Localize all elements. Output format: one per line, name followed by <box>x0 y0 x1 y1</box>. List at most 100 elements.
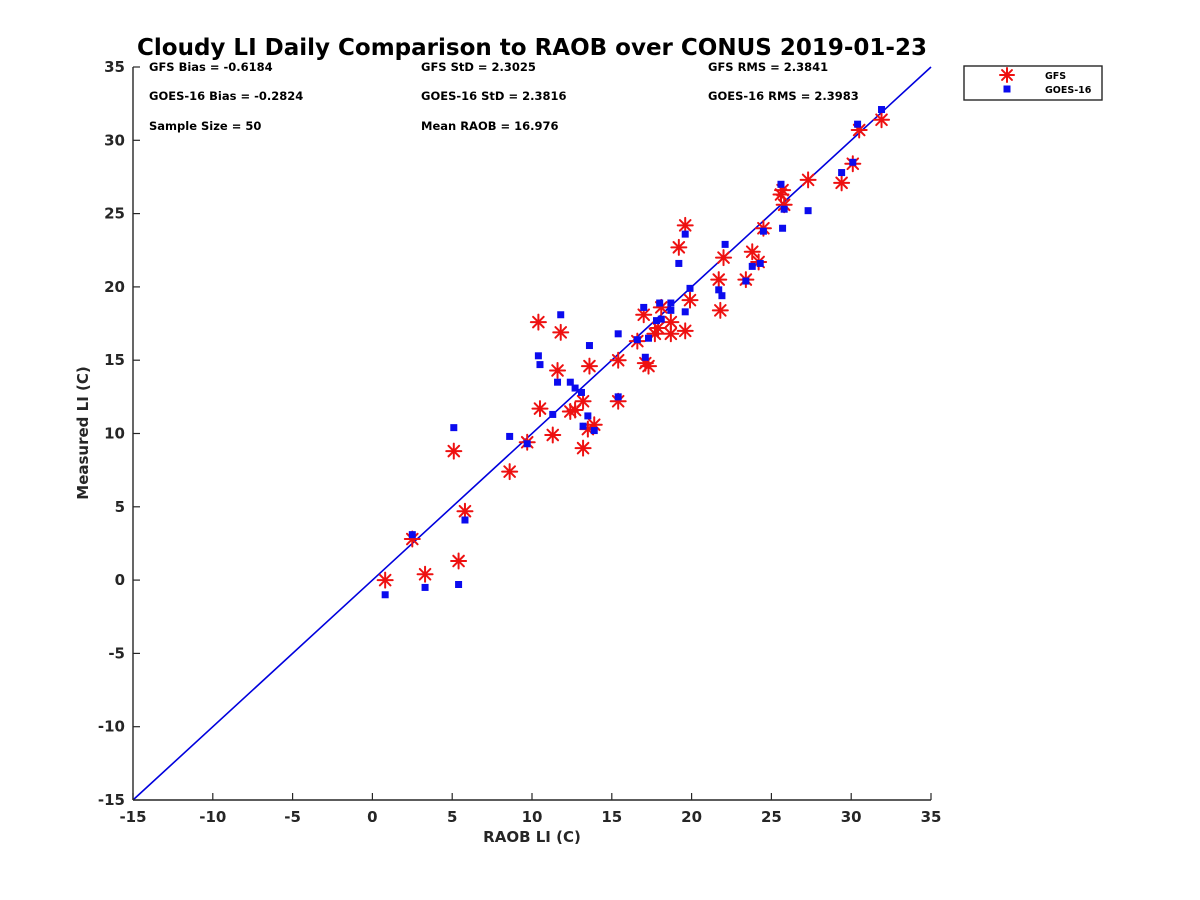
goes16-point <box>878 106 886 114</box>
goes16-point <box>777 180 785 188</box>
goes16-point <box>657 315 665 323</box>
goes16-point <box>656 299 664 307</box>
goes16-point <box>804 207 812 215</box>
y-axis-label: Measured LI (C) <box>74 366 92 499</box>
gfs-point <box>450 552 468 570</box>
goes16-point <box>759 227 767 235</box>
goes16-point <box>667 306 675 314</box>
gfs-point <box>799 171 817 189</box>
goes16-point <box>640 303 648 311</box>
legend-gfs-label: GFS <box>1045 71 1066 82</box>
goes16-series <box>381 106 886 599</box>
goes16-point <box>681 308 689 316</box>
gfs-point <box>376 571 394 589</box>
goes16-point <box>461 516 469 524</box>
goes16-point <box>566 378 574 386</box>
legend-box <box>963 65 1103 101</box>
goes16-point <box>675 259 683 267</box>
gfs-point <box>681 291 699 309</box>
x-tick-label: -10 <box>199 808 226 826</box>
y-tick-label: 20 <box>104 278 125 296</box>
goes16-point <box>681 230 689 238</box>
y-tick-label: -5 <box>108 644 125 662</box>
gfs-point <box>531 400 549 418</box>
goes16-point <box>715 286 723 294</box>
x-tick-label: 25 <box>761 808 782 826</box>
gfs-point <box>549 361 567 379</box>
gfs-series <box>376 111 891 589</box>
y-tick-label: 0 <box>115 571 125 589</box>
gfs-point <box>711 301 729 319</box>
x-axis-ticks: -15 -10 -5 0 5 10 15 20 25 30 35 <box>119 793 941 826</box>
goes16-point <box>652 317 660 325</box>
gfs-point <box>715 249 733 267</box>
goes16-point <box>645 334 653 342</box>
goes16-point <box>584 412 592 420</box>
goes16-point <box>577 388 585 396</box>
goes16-point <box>614 330 622 338</box>
y-tick-label: 30 <box>104 131 125 149</box>
goes16-point <box>523 440 531 448</box>
legend-goes16-marker <box>1003 85 1011 93</box>
goes16-point <box>554 378 562 386</box>
goes16-point <box>585 342 593 350</box>
gfs-point <box>662 325 680 343</box>
gfs-point <box>640 357 658 375</box>
gfs-point <box>501 463 519 481</box>
gfs-point <box>529 313 547 331</box>
goes16-point <box>557 311 565 319</box>
reference-line <box>132 66 932 801</box>
x-tick-label: 0 <box>367 808 377 826</box>
stat-label: GFS Bias = -0.6184 <box>149 60 273 74</box>
plot-area <box>132 66 932 801</box>
goes16-point <box>450 424 458 432</box>
x-tick-label: 30 <box>841 808 862 826</box>
goes16-point <box>506 432 514 440</box>
goes16-point <box>641 353 649 361</box>
statistics-annotations: GFS Bias = -0.6184 GFS StD = 2.3025 GFS RM… <box>149 60 859 133</box>
gfs-point <box>416 565 434 583</box>
legend: GFS GOES-16 <box>963 65 1103 101</box>
y-tick-label: 15 <box>104 351 125 369</box>
gfs-point <box>445 442 463 460</box>
x-tick-label: -15 <box>119 808 146 826</box>
goes16-point <box>571 384 579 392</box>
y-tick-label: -15 <box>98 791 125 809</box>
stat-label: GOES-16 Bias = -0.2824 <box>149 89 303 103</box>
chart-title: Cloudy LI Daily Comparison to RAOB over … <box>137 35 927 61</box>
y-axis-ticks: -15 -10 -5 0 5 10 15 20 25 30 35 <box>98 58 140 809</box>
goes16-point <box>536 361 544 369</box>
stat-label: GOES-16 StD = 2.3816 <box>421 89 566 103</box>
y-tick-label: 5 <box>115 498 125 516</box>
legend-gfs-marker <box>999 67 1015 83</box>
x-tick-label: -5 <box>284 808 301 826</box>
stat-label: GOES-16 RMS = 2.3983 <box>708 89 859 103</box>
goes16-point <box>579 422 587 430</box>
gfs-point <box>670 238 688 256</box>
stat-label: Mean RAOB = 16.976 <box>421 119 559 133</box>
goes16-point <box>756 259 764 267</box>
y-tick-label: 25 <box>104 205 125 223</box>
gfs-point <box>676 322 694 340</box>
x-tick-label: 35 <box>921 808 942 826</box>
y-tick-label: 10 <box>104 425 125 443</box>
goes16-point <box>779 224 787 232</box>
goes16-point <box>590 427 598 435</box>
gfs-point <box>544 426 562 444</box>
gfs-point <box>609 351 627 369</box>
x-tick-label: 20 <box>681 808 702 826</box>
y-tick-label: -10 <box>98 718 125 736</box>
goes16-point <box>549 410 557 418</box>
goes16-point <box>838 169 846 177</box>
goes16-point <box>718 292 726 300</box>
gfs-point <box>873 111 891 129</box>
goes16-point <box>686 284 694 292</box>
stat-label: GFS RMS = 2.3841 <box>708 60 828 74</box>
legend-goes16-label: GOES-16 <box>1045 85 1092 96</box>
x-tick-label: 5 <box>447 808 457 826</box>
stat-label: GFS StD = 2.3025 <box>421 60 536 74</box>
stat-label: Sample Size = 50 <box>149 119 261 133</box>
gfs-point <box>574 392 592 410</box>
goes16-point <box>667 299 675 307</box>
